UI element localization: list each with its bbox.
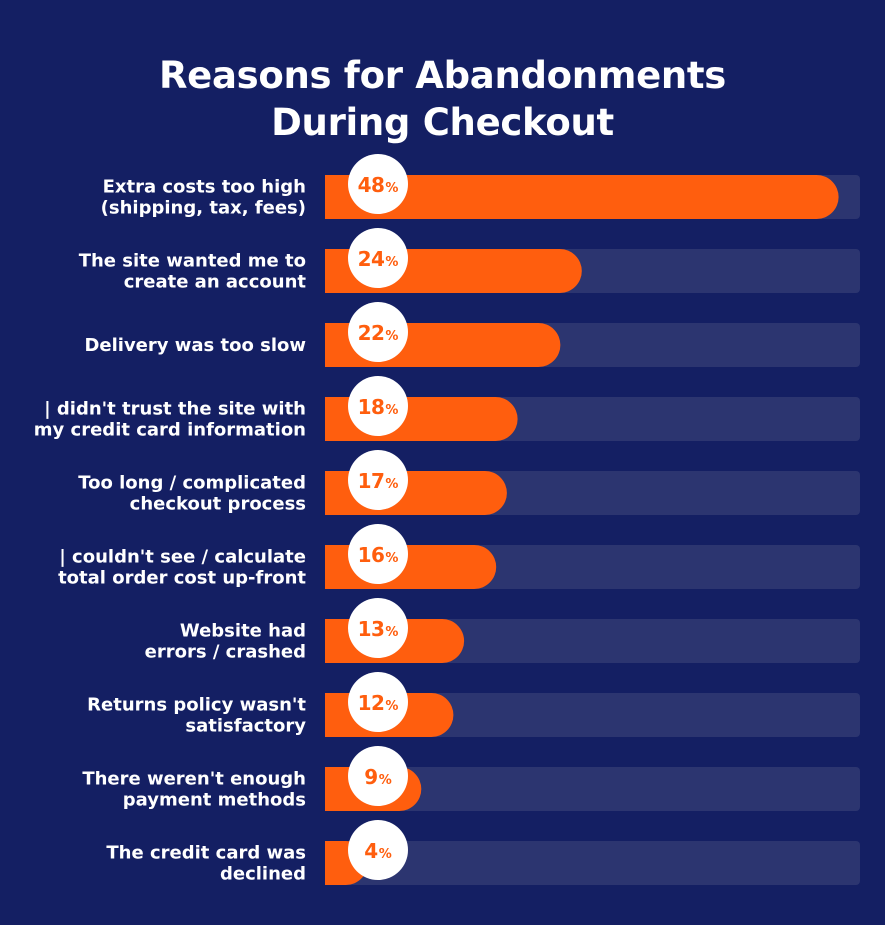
category-label-line: total order cost up-front <box>58 568 306 589</box>
value-badge <box>348 820 408 880</box>
bar-row: 12% Returns policy wasn't satisfactory <box>87 672 860 737</box>
category-label-line: Website had <box>180 621 306 642</box>
category-label-line: Returns policy wasn't <box>87 695 306 716</box>
data-label: 48% <box>358 173 399 197</box>
chart-title: Reasons for Abandonments During Checkout <box>0 52 885 146</box>
category-label-line: Extra costs too high <box>103 177 306 198</box>
data-label-suffix: % <box>379 773 392 788</box>
data-label: 9% <box>364 765 391 789</box>
data-label-suffix: % <box>385 625 398 640</box>
data-label-suffix: % <box>385 477 398 492</box>
category-label: Returns policy wasn't satisfactory <box>87 695 306 737</box>
category-label-line: declined <box>220 864 306 885</box>
category-label-line: The credit card was <box>106 843 306 864</box>
bar-row: 9% There weren't enough payment methods <box>82 746 860 811</box>
category-label-line: satisfactory <box>185 716 306 737</box>
data-label-suffix: % <box>385 255 398 270</box>
bar-row: 4% The credit card was declined <box>106 820 860 885</box>
category-label: Too long / complicated checkout process <box>78 473 306 515</box>
value-badge <box>348 302 408 362</box>
data-label-suffix: % <box>385 699 398 714</box>
bar-row: 48% Extra costs too high (shipping, tax, f… <box>101 154 860 219</box>
data-label: 17% <box>358 469 399 493</box>
bar-track <box>325 693 860 737</box>
data-label-suffix: % <box>385 551 398 566</box>
value-badge <box>348 376 408 436</box>
data-label-value: 17 <box>358 469 385 493</box>
category-label: | couldn't see / calculate total order co… <box>58 547 306 589</box>
data-label-value: 22 <box>358 321 385 345</box>
data-label: 22% <box>358 321 399 345</box>
chart-title-line-1: Reasons for Abandonments <box>158 54 727 97</box>
category-label-line: (shipping, tax, fees) <box>101 198 306 219</box>
category-label: Website had errors / crashed <box>145 621 306 663</box>
value-badge <box>348 228 408 288</box>
category-label-line: The site wanted me to <box>79 251 306 272</box>
value-badge <box>348 450 408 510</box>
data-label: 18% <box>358 395 399 419</box>
category-label-line: Too long / complicated <box>78 473 306 494</box>
data-label-value: 16 <box>358 543 385 567</box>
category-label: The credit card was declined <box>106 843 306 885</box>
category-label-line: Delivery was too slow <box>84 335 306 356</box>
chart-title-line-2: During Checkout <box>271 101 614 144</box>
value-badge <box>348 672 408 732</box>
data-label: 13% <box>358 617 399 641</box>
data-label-suffix: % <box>379 847 392 862</box>
category-label: There weren't enough payment methods <box>82 769 306 811</box>
bar-row: 22% Delivery was too slow <box>84 302 860 367</box>
data-label-suffix: % <box>385 181 398 196</box>
value-badge <box>348 746 408 806</box>
category-label-line: There weren't enough <box>82 769 306 790</box>
data-label-suffix: % <box>385 403 398 418</box>
bar-track <box>325 767 860 811</box>
category-label: The site wanted me to create an account <box>79 251 307 293</box>
category-label: Extra costs too high (shipping, tax, fees… <box>101 177 306 219</box>
bar-track <box>325 841 860 885</box>
bar-row: 24% The site wanted me to create an accoun… <box>79 228 860 293</box>
bar-row: 17% Too long / complicated checkout proces… <box>78 450 860 515</box>
data-label-value: 13 <box>358 617 385 641</box>
bar <box>325 175 839 219</box>
category-label: Delivery was too slow <box>84 335 306 356</box>
category-label-line: my credit card information <box>34 420 306 441</box>
value-badge <box>348 598 408 658</box>
bar-row: 13% Website had errors / crashed <box>145 598 860 663</box>
category-label-line: payment methods <box>123 790 306 811</box>
bar-row: 16% | couldn't see / calculate total order… <box>58 524 860 589</box>
data-label-value: 48 <box>358 173 385 197</box>
data-label: 12% <box>358 691 399 715</box>
value-badge <box>348 524 408 584</box>
category-label-line: errors / crashed <box>145 642 306 663</box>
data-label-value: 4 <box>364 839 377 863</box>
category-label-line: | couldn't see / calculate <box>59 547 306 568</box>
data-label-suffix: % <box>385 329 398 344</box>
category-label-line: checkout process <box>130 494 306 515</box>
data-label-value: 9 <box>364 765 377 789</box>
data-label-value: 12 <box>358 691 385 715</box>
value-badge <box>348 154 408 214</box>
data-label: 4% <box>364 839 391 863</box>
category-label: | didn't trust the site with my credit ca… <box>34 399 306 441</box>
data-label: 24% <box>358 247 399 271</box>
category-label-line: create an account <box>124 272 307 293</box>
data-label-value: 24 <box>358 247 385 271</box>
data-label: 16% <box>358 543 399 567</box>
category-label-line: | didn't trust the site with <box>44 399 306 420</box>
data-label-value: 18 <box>358 395 385 419</box>
bar-row: 18% | didn't trust the site with my credit… <box>34 376 860 441</box>
